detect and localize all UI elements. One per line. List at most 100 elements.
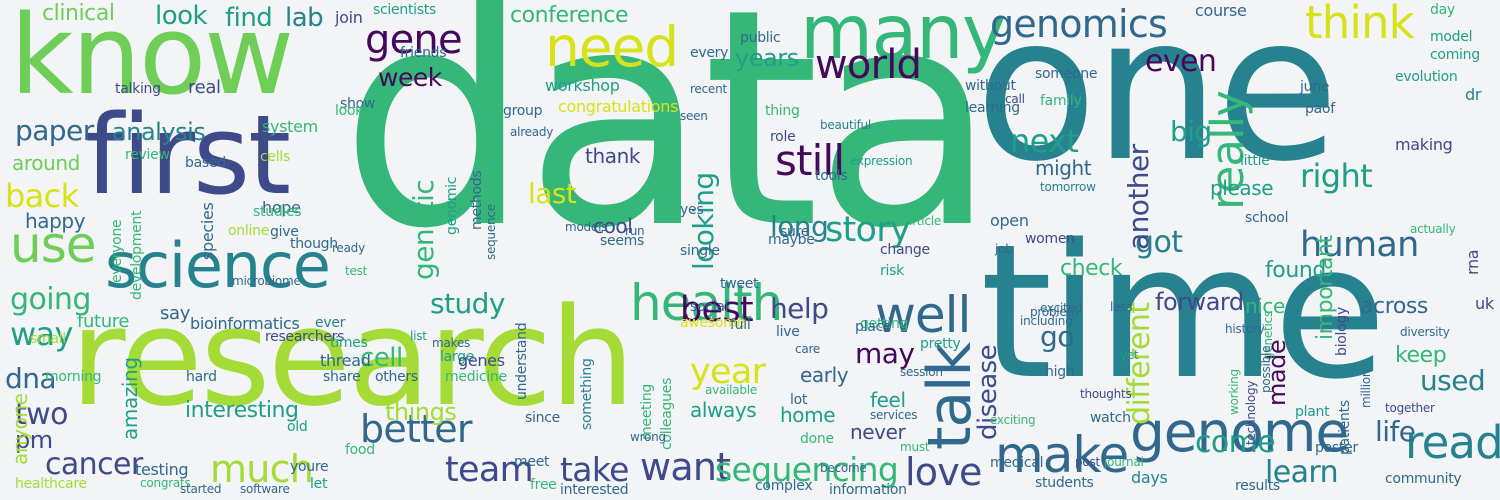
word-uk: uk <box>1475 294 1494 313</box>
word-well: well <box>875 286 971 344</box>
word-youre: youre <box>290 459 329 475</box>
word-tweet: tweet <box>720 276 759 292</box>
word-paof: paof <box>1305 101 1335 117</box>
word-sequencing: sequencing <box>715 450 899 489</box>
word-recent: recent <box>690 82 727 96</box>
word-post: post <box>1075 455 1100 469</box>
word-medical: medical <box>990 455 1044 471</box>
word-genome: genome <box>1130 400 1349 464</box>
word-human: human <box>1300 225 1419 265</box>
word-thank: thank <box>585 144 641 168</box>
word-dr: dr <box>1465 85 1482 104</box>
word-learn: learn <box>1265 455 1339 490</box>
word-looks: looks <box>335 103 371 119</box>
word-always: always <box>690 398 757 422</box>
word-place: place <box>855 319 892 335</box>
word-coming: coming <box>1430 47 1480 63</box>
word-model: model <box>1430 29 1473 45</box>
word-clinical: clinical <box>42 1 115 26</box>
word-someone: someone <box>1035 66 1098 82</box>
word-every: every <box>690 45 729 61</box>
word-may: may <box>855 337 915 370</box>
word-think: think <box>1305 0 1415 49</box>
word-session: session <box>900 365 943 379</box>
word-forward: forward <box>1155 288 1244 316</box>
word-time: time <box>980 204 1387 420</box>
word-still: still <box>775 136 845 185</box>
word-problem: problem <box>1030 305 1078 319</box>
word-scientists: scientists <box>373 2 437 18</box>
word-journal: journal <box>1104 455 1144 469</box>
word-interesting: interesting <box>185 398 299 423</box>
word-amazing: amazing <box>118 357 142 440</box>
word-evolution: evolution <box>1395 69 1458 85</box>
word-come: come <box>1195 425 1276 460</box>
word-ever: ever <box>315 315 346 331</box>
word-science: science <box>105 229 331 302</box>
word-love: love <box>905 450 982 494</box>
word-even: even <box>1145 44 1217 79</box>
word-found: found <box>1265 258 1326 283</box>
word-care: care <box>795 342 821 356</box>
word-back: back <box>5 177 79 215</box>
word-family: family <box>1040 93 1082 109</box>
word-tomorrow: tomorrow <box>1040 180 1096 194</box>
word-role: role <box>770 129 796 145</box>
word-better: better <box>360 407 473 451</box>
word-conference: conference <box>510 3 629 28</box>
word-thoughts: thoughts <box>1080 387 1132 401</box>
word-anyone: anyone <box>8 393 32 465</box>
word-know: know <box>10 0 294 119</box>
word-home: home <box>780 403 836 427</box>
word-june: june <box>1300 79 1330 95</box>
word-change: change <box>880 242 930 258</box>
word-run: run <box>625 224 645 238</box>
word-started: started <box>180 482 222 496</box>
word-paper: paper <box>15 114 94 147</box>
word-single: single <box>680 243 720 259</box>
word-expression: expression <box>850 154 913 168</box>
word-tools: tools <box>815 168 848 184</box>
word-maybe: maybe <box>768 232 815 248</box>
word-research: research <box>70 279 635 436</box>
word-everyone: everyone <box>109 219 125 283</box>
word-help: help <box>770 292 829 325</box>
word-keep: keep <box>1395 343 1447 368</box>
word-high: high <box>1045 364 1075 380</box>
word-possible: possible <box>1259 345 1273 393</box>
word-public: public <box>740 30 781 46</box>
word-find: find <box>225 3 273 33</box>
word-full: full <box>730 317 751 333</box>
word-testing: testing <box>135 460 189 479</box>
word-school: school <box>1245 210 1289 226</box>
word-watch: watch <box>1090 410 1131 426</box>
word-become: become <box>820 461 867 475</box>
word-let: let <box>310 476 328 492</box>
word-studies: studies <box>253 204 302 220</box>
word-congratulations: congratulations <box>558 97 679 116</box>
word-community: community <box>1385 471 1462 487</box>
word-things: things <box>385 398 457 426</box>
word-group: group <box>503 103 543 119</box>
word-story: story <box>825 210 911 250</box>
word-together: together <box>1385 401 1435 415</box>
word-make: make <box>995 426 1129 484</box>
word-list: list <box>410 329 427 343</box>
word-review: review <box>125 147 170 163</box>
word-health: health <box>630 274 783 332</box>
word-complex: complex <box>755 478 813 494</box>
word-genomics: genomics <box>990 2 1168 46</box>
word-share: share <box>323 369 361 385</box>
word-might: might <box>1035 156 1092 180</box>
word-best: best <box>680 290 754 330</box>
word-biology: biology <box>1334 306 1350 356</box>
word-cool: cool <box>593 214 633 238</box>
word-medicine: medicine <box>445 369 507 385</box>
word-nice: nice <box>1245 294 1285 318</box>
word-species: species <box>198 202 217 260</box>
word-done: done <box>800 431 834 447</box>
word-patients: patients <box>1337 400 1353 455</box>
word-yet: yet <box>1120 348 1139 362</box>
word-friends: friends <box>400 45 447 61</box>
